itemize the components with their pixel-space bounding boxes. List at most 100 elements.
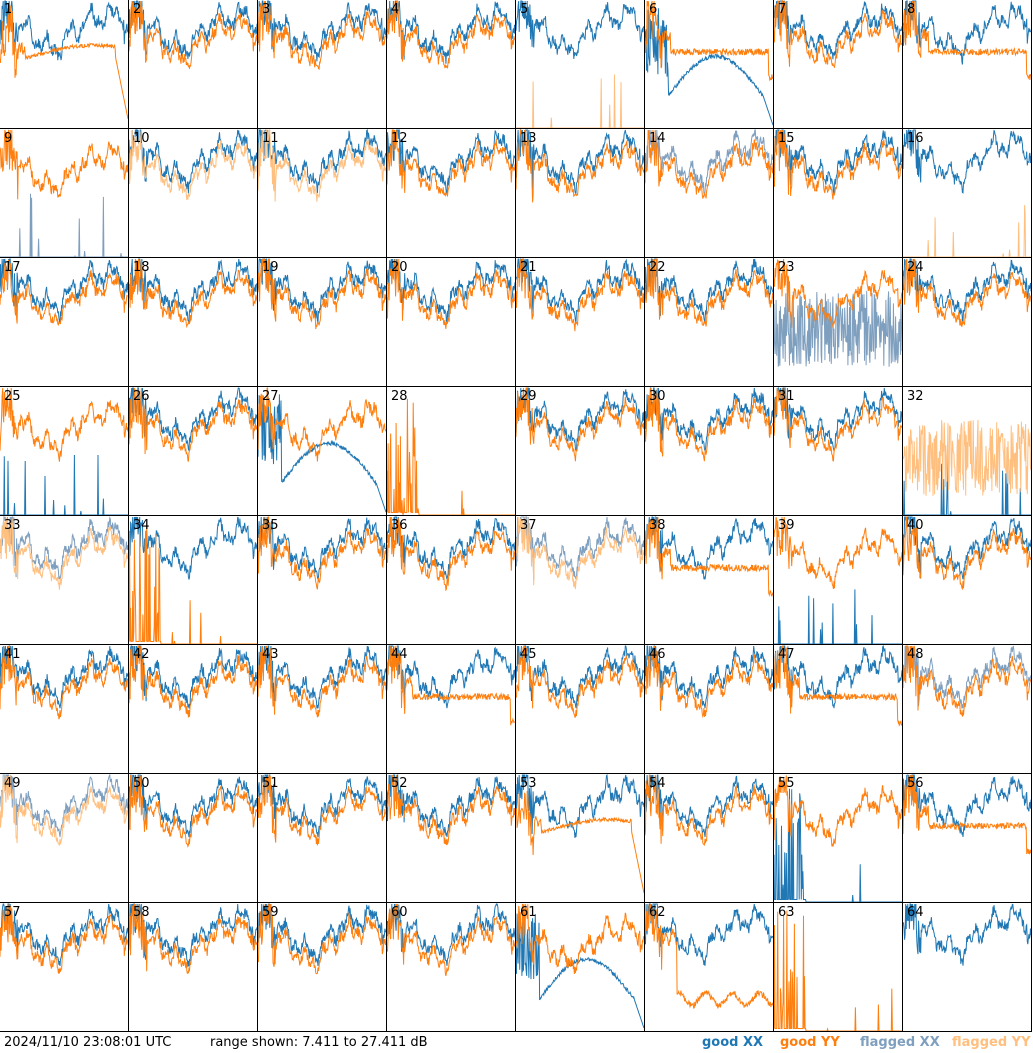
series-flagged-yy [903, 419, 1031, 496]
panel-plot [645, 774, 773, 847]
spectrum-panel: 17 [0, 258, 129, 387]
series-flagged-xx [903, 645, 1031, 709]
panel-number: 11 [262, 131, 279, 146]
panel-plot [516, 903, 644, 1029]
panel-plot [516, 387, 644, 462]
panel-number: 40 [907, 518, 924, 533]
series-good-xx [774, 387, 902, 453]
series-good-yy [903, 645, 1031, 717]
spectrum-panel: 19 [258, 258, 387, 387]
spectrum-panel: 20 [387, 258, 516, 387]
panel-plot [903, 258, 1031, 327]
spectrum-panel: 42 [129, 645, 258, 774]
panel-plot [774, 775, 902, 902]
series-good-yy [774, 910, 902, 1031]
panel-plot [903, 903, 1031, 966]
series-good-yy [258, 258, 386, 330]
spectrum-panel: 52 [387, 774, 516, 903]
panel-number: 9 [4, 131, 13, 146]
series-good-xx [645, 645, 773, 709]
series-good-xx [387, 645, 515, 709]
series-good-xx [516, 911, 644, 1029]
spectrum-panel: 24 [903, 258, 1032, 387]
series-good-yy [645, 645, 773, 719]
series-good-xx [129, 645, 257, 709]
panel-number: 63 [778, 905, 795, 920]
panel-plot [387, 774, 515, 846]
series-flagged-xx [516, 516, 644, 580]
series-good-yy [645, 258, 773, 327]
series-good-xx [0, 454, 128, 515]
series-good-xx [645, 774, 773, 838]
panel-number: 6 [649, 2, 658, 17]
series-good-xx [258, 0, 386, 62]
series-good-yy [774, 775, 902, 847]
spectrum-panel: 30 [645, 387, 774, 516]
series-good-xx [129, 774, 257, 838]
panel-number: 42 [133, 647, 150, 662]
spectrum-panel: 60 [387, 903, 516, 1032]
series-good-yy [258, 774, 386, 846]
spectrum-panel: 36 [387, 516, 516, 645]
panel-number: 17 [4, 260, 21, 275]
spectrum-panel: 37 [516, 516, 645, 645]
series-flagged-xx [774, 290, 902, 367]
series-good-yy [129, 258, 257, 329]
spectrum-panel: 58 [129, 903, 258, 1032]
panel-plot [903, 129, 1031, 257]
series-good-xx [903, 0, 1031, 65]
series-flagged-yy [903, 205, 1031, 257]
legend-flagged-yy: flagged YY [952, 1035, 1031, 1050]
range-label: range shown: 7.411 to 27.411 dB [210, 1035, 428, 1050]
panel-plot [516, 258, 644, 332]
series-good-yy [0, 903, 128, 974]
spectrum-panel: 23 [774, 258, 903, 387]
series-good-yy [258, 645, 386, 718]
series-flagged-yy [258, 129, 386, 202]
series-good-yy [387, 0, 515, 69]
spectrum-panel: 7 [774, 0, 903, 129]
panel-plot [774, 129, 902, 200]
series-flagged-xx [645, 129, 773, 195]
panel-number: 59 [262, 905, 279, 920]
series-good-yy [645, 516, 773, 597]
spectrum-panel: 12 [387, 129, 516, 258]
panel-number: 8 [907, 2, 916, 17]
series-good-yy [774, 0, 902, 68]
spectrum-panel: 63 [774, 903, 903, 1032]
series-flagged-yy [129, 129, 257, 200]
spectrum-panel: 10 [129, 129, 258, 258]
panel-number: 55 [778, 776, 795, 791]
series-good-yy [645, 0, 773, 82]
series-good-xx [774, 129, 902, 194]
panel-number: 61 [520, 905, 537, 920]
spectrum-panel: 25 [0, 387, 129, 516]
panel-number: 14 [649, 131, 666, 146]
series-good-xx [129, 903, 257, 968]
spectrum-panel: 54 [645, 774, 774, 903]
panel-number: 52 [391, 776, 408, 791]
panel-number: 50 [133, 776, 150, 791]
series-good-yy [903, 0, 1031, 80]
spectrum-panel: 50 [129, 774, 258, 903]
series-good-xx [258, 774, 386, 838]
series-flagged-yy [0, 774, 128, 846]
series-good-yy [903, 516, 1031, 591]
spectrum-panel: 28 [387, 387, 516, 516]
spectrum-panel: 57 [0, 903, 129, 1032]
panel-plot [774, 0, 902, 68]
series-good-xx [387, 258, 515, 324]
panel-plot [258, 645, 386, 718]
series-good-yy [645, 129, 773, 199]
spectrum-panel: 34 [129, 516, 258, 645]
series-good-yy [516, 387, 644, 462]
series-good-yy [0, 129, 128, 200]
panel-number: 34 [133, 518, 150, 533]
panel-plot [774, 910, 902, 1031]
panel-number: 5 [520, 2, 529, 17]
panel-number: 53 [520, 776, 537, 791]
series-good-xx [387, 903, 515, 966]
spectrum-panel: 49 [0, 774, 129, 903]
series-good-xx [774, 0, 902, 60]
